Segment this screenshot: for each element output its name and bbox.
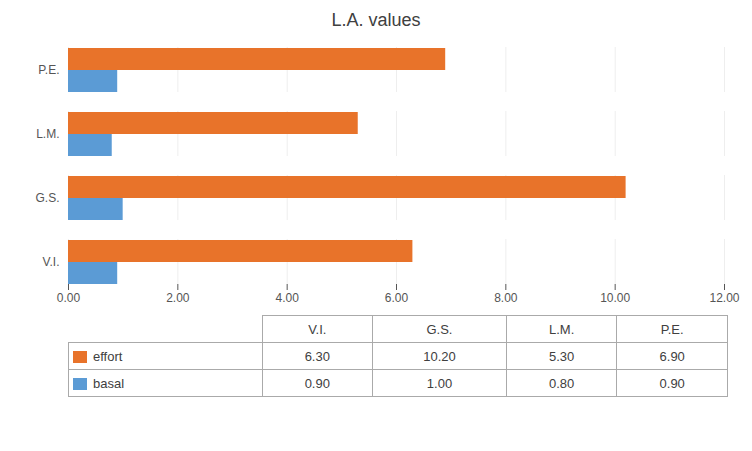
html-text:5.30: 5.30 [549, 348, 575, 364]
html-text:G.S.: G.S. [426, 321, 453, 337]
svg-text:12.00: 12.00 [709, 291, 739, 305]
html-text:L.M.: L.M. [549, 321, 575, 337]
html-text:0.90: 0.90 [304, 375, 330, 391]
html-text:6.90: 6.90 [659, 348, 685, 364]
svg-text:2.00: 2.00 [166, 291, 190, 305]
html-text:L.A. values: L.A. values [331, 10, 421, 30]
html-text:P.E.: P.E. [660, 321, 684, 337]
svg-text:L.M.: L.M. [36, 127, 59, 141]
html-text:effort: effort [93, 348, 123, 364]
svg-text:0.00: 0.00 [57, 291, 81, 305]
html-text:V.I.: V.I. [308, 321, 327, 337]
svg-text:8.00: 8.00 [494, 291, 518, 305]
html-text:0.80: 0.80 [549, 375, 575, 391]
svg-text:10.00: 10.00 [600, 291, 630, 305]
html-text:10.20: 10.20 [423, 348, 456, 364]
html-text:6.30: 6.30 [304, 348, 330, 364]
svg-text:G.S.: G.S. [35, 191, 59, 205]
svg-text:6.00: 6.00 [385, 291, 409, 305]
html-text:basal: basal [93, 375, 125, 391]
svg-text:P.E.: P.E. [38, 63, 59, 77]
html-text:1.00: 1.00 [426, 375, 453, 391]
svg-text:4.00: 4.00 [275, 291, 299, 305]
html-text:0.90: 0.90 [659, 375, 685, 391]
svg-text:V.I.: V.I. [43, 255, 60, 269]
